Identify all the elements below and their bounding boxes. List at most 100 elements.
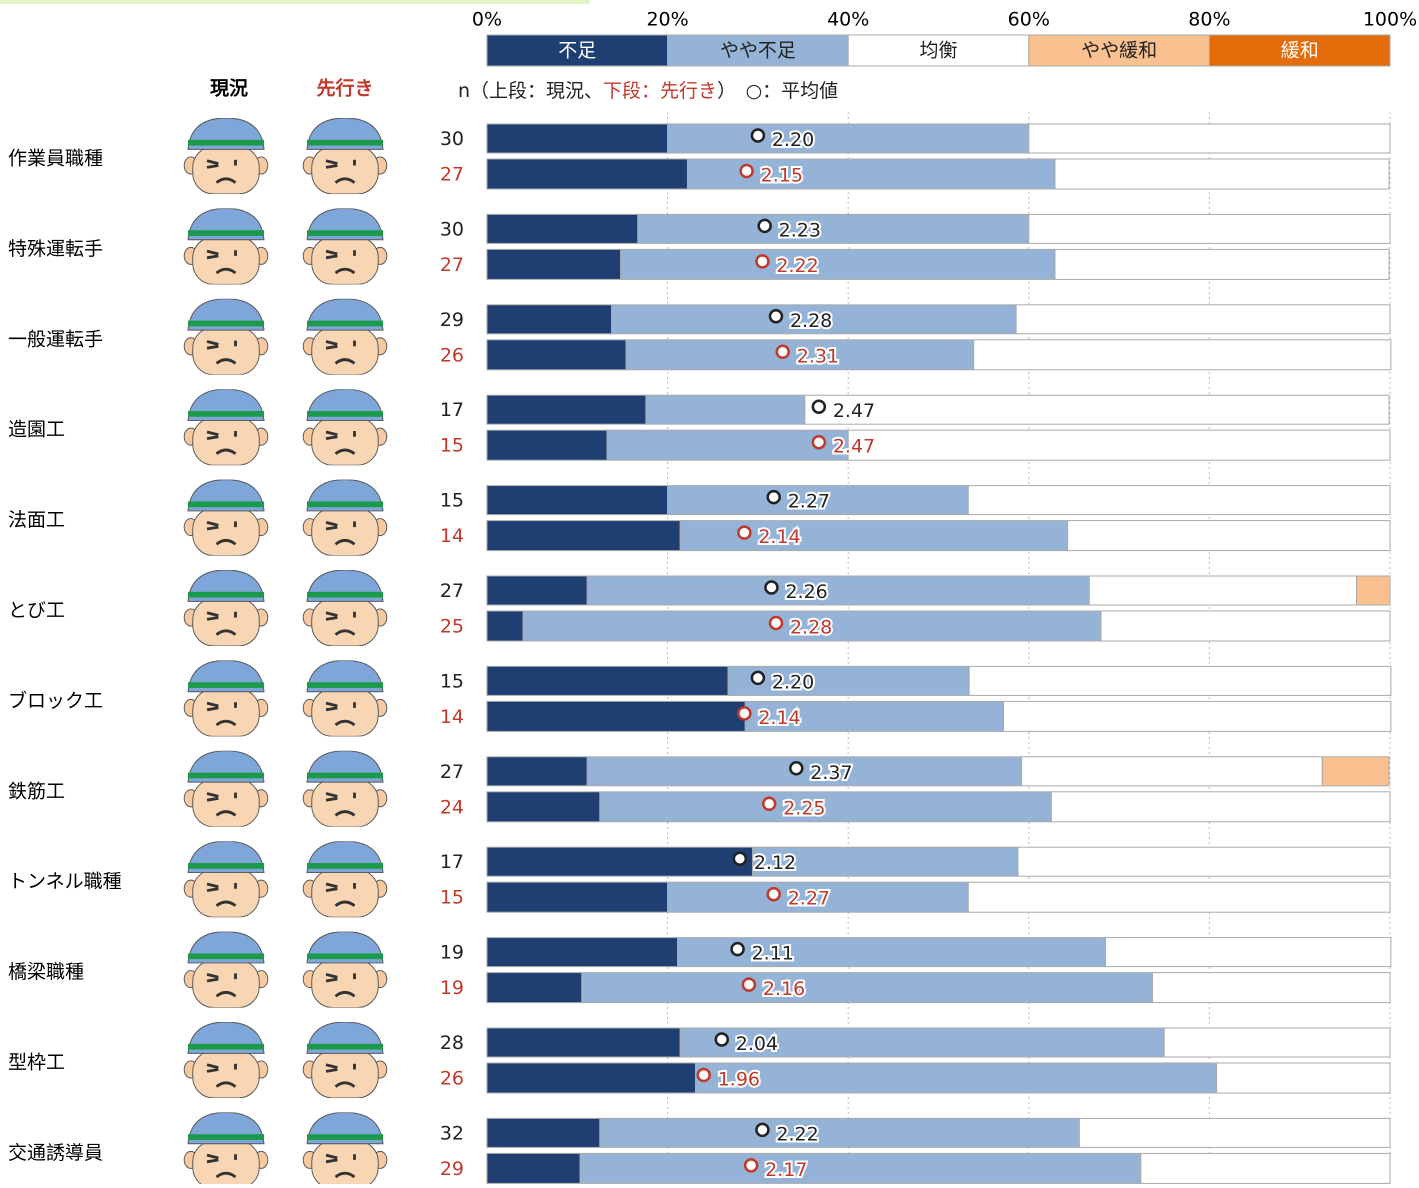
bar-segment xyxy=(486,846,753,877)
n-label: 30 xyxy=(440,128,464,150)
n-label: 14 xyxy=(440,525,464,547)
n-label: 28 xyxy=(440,1032,464,1054)
bar-segment xyxy=(486,972,583,1004)
legend-label: 緩和 xyxy=(1281,40,1319,62)
bar-segment xyxy=(1067,520,1391,552)
legend-label: やや不足 xyxy=(720,40,796,62)
mean-label: 2.28 xyxy=(790,617,832,639)
n-label: 25 xyxy=(440,616,464,638)
n-label: 19 xyxy=(440,977,464,999)
n-label: 15 xyxy=(440,435,464,457)
legend-label: やや緩和 xyxy=(1081,40,1157,62)
mean-marker xyxy=(737,706,752,721)
x-tick-label: 60% xyxy=(1008,9,1050,31)
face-icon xyxy=(302,118,388,194)
category-label: 作業員職種 xyxy=(8,148,103,170)
face-icon xyxy=(302,841,388,918)
category-label: 一般運転手 xyxy=(8,328,103,350)
mean-label: 2.17 xyxy=(765,1159,807,1181)
note-part: n（上段：現況、 xyxy=(458,80,603,102)
face-icon xyxy=(302,1112,388,1188)
mean-marker xyxy=(755,254,770,269)
bar-segment xyxy=(486,575,588,606)
bar-segment xyxy=(667,881,969,913)
mean-label: 2.22 xyxy=(776,1123,818,1145)
header-current: 現況 xyxy=(210,77,248,100)
mean-label: 1.96 xyxy=(718,1069,760,1091)
bar-segment xyxy=(967,485,1391,516)
bar-segment xyxy=(486,485,669,516)
bar-segment xyxy=(1050,791,1391,823)
bar-segment xyxy=(1021,756,1323,787)
mean-marker xyxy=(764,580,779,595)
category-label: 型枠工 xyxy=(8,1052,65,1074)
face-icon xyxy=(183,479,269,556)
mean-marker xyxy=(737,525,752,540)
face-icon xyxy=(183,931,269,1008)
mean-label: 2.27 xyxy=(788,888,830,910)
mean-label: 2.14 xyxy=(758,707,800,729)
mean-marker xyxy=(750,670,766,686)
bar-segment xyxy=(486,610,524,642)
bar-segment xyxy=(486,881,669,913)
mean-marker xyxy=(739,163,754,179)
mean-label: 2.14 xyxy=(758,526,800,548)
face-icon xyxy=(183,750,269,827)
mean-label: 2.20 xyxy=(772,129,814,151)
top-strip xyxy=(0,0,590,4)
n-label: 26 xyxy=(440,1068,464,1090)
bar-segment xyxy=(1003,700,1392,732)
mean-marker xyxy=(811,434,827,450)
bar-segment xyxy=(581,972,1154,1004)
x-tick-label: 40% xyxy=(827,9,869,31)
mean-marker xyxy=(789,761,804,776)
n-label: 27 xyxy=(440,164,464,186)
bar-segment xyxy=(804,394,1390,425)
mean-label: 2.22 xyxy=(776,255,818,277)
bar-segment xyxy=(973,339,1392,371)
bar-segment xyxy=(486,791,601,823)
bar-segment xyxy=(695,1062,1218,1094)
legend-label: 不足 xyxy=(558,40,596,62)
bar-segment xyxy=(620,248,1056,280)
face-icon xyxy=(183,118,269,194)
bar-segment xyxy=(599,791,1052,823)
n-label: 15 xyxy=(440,490,464,512)
face-icon xyxy=(183,1022,269,1098)
bar-segment xyxy=(599,1117,1080,1148)
mean-label: 2.23 xyxy=(779,219,821,241)
bar-segment xyxy=(486,665,729,696)
n-label: 29 xyxy=(440,309,464,331)
bar-segment xyxy=(486,700,746,732)
mean-marker xyxy=(741,977,757,992)
header-outlook: 先行き xyxy=(316,77,373,100)
x-tick-label: 80% xyxy=(1188,9,1230,31)
bar-segment xyxy=(1100,610,1391,642)
mean-marker xyxy=(768,309,784,324)
bar-segment xyxy=(1356,575,1391,606)
category-label: とび工 xyxy=(8,600,65,622)
n-label: 17 xyxy=(440,399,464,421)
bar-segment xyxy=(486,429,608,461)
bar-segment xyxy=(486,1027,681,1058)
mean-marker xyxy=(766,886,781,902)
face-icon xyxy=(302,1022,388,1098)
bar-segment xyxy=(1321,756,1390,787)
legend-label: 均衡 xyxy=(919,40,957,62)
x-tick-label: 100% xyxy=(1363,9,1417,31)
category-label: 鉄筋工 xyxy=(8,780,65,802)
mean-label: 2.12 xyxy=(754,852,796,874)
bar-segment xyxy=(1028,213,1391,244)
mean-label: 2.11 xyxy=(752,943,794,965)
mean-marker xyxy=(811,399,827,414)
mean-marker xyxy=(775,344,790,360)
bar-segment xyxy=(522,610,1102,642)
bar-segment xyxy=(486,394,647,425)
mean-label: 2.31 xyxy=(797,345,839,367)
n-label: 29 xyxy=(440,1158,464,1180)
bar-segment xyxy=(486,213,639,244)
mean-label: 2.47 xyxy=(833,436,875,458)
legend-swatch xyxy=(1208,34,1391,67)
bar-segment xyxy=(486,1152,581,1184)
